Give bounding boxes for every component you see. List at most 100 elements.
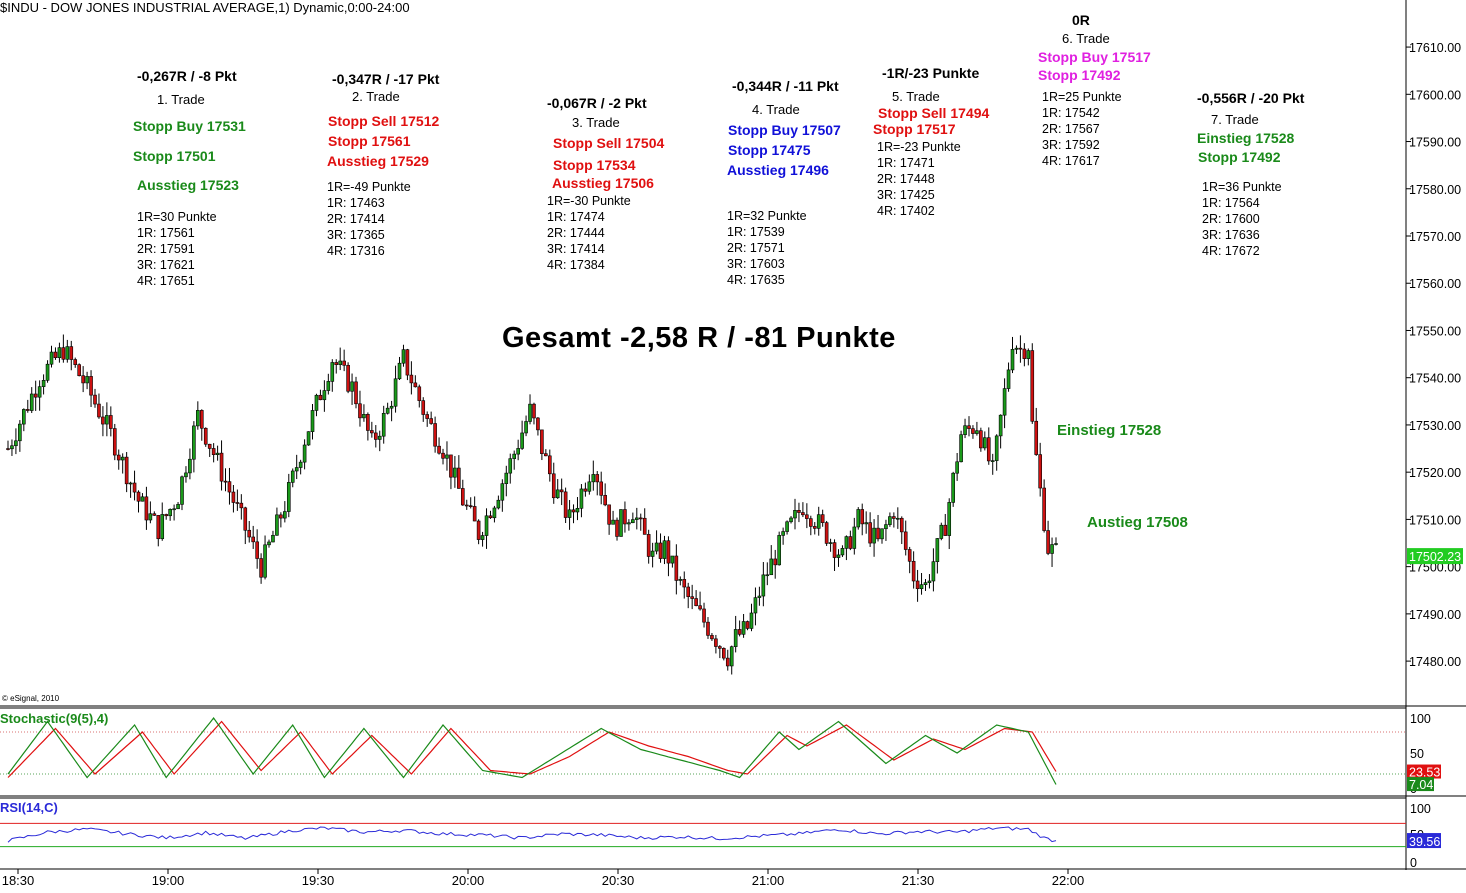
- candle-body: [508, 458, 513, 474]
- candle-body: [678, 579, 683, 581]
- candle-body: [943, 524, 948, 536]
- price-tick-label: 17570.00: [1409, 230, 1461, 244]
- candle-body: [528, 403, 532, 422]
- candle-body: [884, 524, 888, 530]
- candle-body: [417, 386, 422, 401]
- trade-1-box: -0,267R / -8 Pkt 1. Trade Stopp Buy 1753…: [133, 68, 246, 289]
- stochastic-label: Stochastic(9(5),4): [0, 711, 109, 726]
- candle-body: [342, 360, 346, 366]
- trade-name: 7. Trade: [1211, 112, 1259, 127]
- candle-body: [559, 489, 564, 493]
- candle-body: [140, 496, 145, 502]
- candle-body: [741, 621, 746, 635]
- candle-body: [761, 574, 766, 597]
- trade-result: 0R: [1072, 12, 1090, 28]
- candle-body: [714, 638, 718, 647]
- trade-level: Stopp 17517: [873, 121, 956, 137]
- trade-r-line: 1R=-23 Punkte: [877, 140, 961, 154]
- trade-7-box: -0,556R / -20 Pkt 7. Trade Einstieg 1752…: [1197, 90, 1304, 259]
- trade-r-line: 1R: 17471: [877, 156, 935, 170]
- candle-body: [595, 474, 600, 483]
- candle-body: [188, 458, 192, 474]
- candle-body: [967, 425, 971, 429]
- candle-body: [706, 621, 710, 636]
- candle-body: [263, 544, 267, 578]
- stoch-k-line: [7, 716, 1057, 785]
- trade-level: Einstieg 17528: [1197, 130, 1295, 146]
- candle-body: [57, 347, 62, 358]
- trade-r-line: 4R: 17316: [327, 244, 385, 258]
- stoch-tick-label: 50: [1410, 747, 1424, 761]
- candle-body: [789, 517, 793, 523]
- candle-body: [801, 512, 805, 516]
- candle-body: [888, 516, 892, 525]
- candle-body: [737, 629, 742, 635]
- candle-body: [362, 414, 366, 419]
- candle-body: [370, 430, 374, 434]
- candle-body: [872, 527, 876, 544]
- candle-body: [192, 425, 196, 460]
- candle-body: [53, 351, 58, 358]
- candle-body: [603, 495, 607, 506]
- candle-body: [164, 514, 168, 517]
- candle-body: [809, 518, 813, 527]
- candle-body: [856, 509, 861, 528]
- candle-body: [18, 423, 22, 442]
- candle-body: [694, 598, 698, 606]
- rsi-value-box: [1407, 833, 1441, 849]
- candle-body: [168, 508, 172, 517]
- price-tick-label: 17540.00: [1409, 372, 1461, 386]
- trade-name: 4. Trade: [752, 102, 800, 117]
- candle-body: [207, 443, 212, 449]
- candle-body: [1002, 388, 1007, 416]
- candle-body: [219, 452, 224, 482]
- price-axis: 17610.00 17600.00 17590.00 17580.00 17570.00…: [1406, 41, 1463, 669]
- total-result: Gesamt -2,58 R / -81 Punkte: [502, 322, 896, 354]
- trade-r-line: 4R: 17384: [547, 258, 605, 272]
- trade-r-line: 2R: 17414: [327, 212, 385, 226]
- candle-body: [1026, 350, 1031, 359]
- candle-body: [25, 409, 30, 411]
- candle-body: [45, 363, 50, 381]
- trade-level: Stopp Buy 17517: [1038, 49, 1151, 65]
- candle-body: [575, 508, 580, 513]
- candle-body: [259, 558, 263, 578]
- candle-body: [903, 531, 908, 550]
- candle-body: [500, 483, 505, 501]
- trade-r-line: 2R: 17571: [727, 241, 785, 255]
- candle-body: [397, 362, 402, 380]
- price-tick-label: 17550.00: [1409, 324, 1461, 338]
- candle-body: [1050, 544, 1054, 554]
- candle-body: [425, 414, 430, 419]
- price-tick-label: 17580.00: [1409, 183, 1461, 197]
- candle-body: [235, 502, 240, 504]
- stoch-d-value: 23.53: [1409, 766, 1440, 780]
- price-tick-label: 17610.00: [1409, 41, 1461, 55]
- stochastic-pane: 10050023.537.04: [0, 712, 1441, 796]
- price-tick-label: 17480.00: [1409, 655, 1461, 669]
- candle-body: [682, 579, 687, 588]
- trade-r-line: 1R=-49 Punkte: [327, 180, 411, 194]
- candle-body: [247, 529, 252, 538]
- candle-body: [773, 558, 778, 566]
- stoch-d-box: [1407, 764, 1441, 779]
- candle-body: [286, 482, 291, 512]
- candle-body: [460, 488, 465, 506]
- candle-body: [243, 507, 248, 531]
- rsi-line: [7, 826, 1057, 843]
- candle-body: [156, 515, 161, 540]
- candle-body: [22, 409, 26, 425]
- candle-body: [627, 522, 631, 525]
- candle-body: [441, 452, 445, 459]
- candle-body: [373, 432, 378, 440]
- trade-level: Ausstieg 17506: [552, 175, 654, 191]
- candle-body: [294, 467, 299, 472]
- candle-body: [662, 540, 667, 559]
- candle-body: [532, 403, 536, 419]
- candle-body: [231, 491, 236, 503]
- candle-body: [318, 394, 323, 401]
- candle-body: [646, 534, 651, 557]
- candle-body: [571, 509, 576, 513]
- candle-body: [322, 390, 327, 401]
- candle-body: [619, 509, 623, 537]
